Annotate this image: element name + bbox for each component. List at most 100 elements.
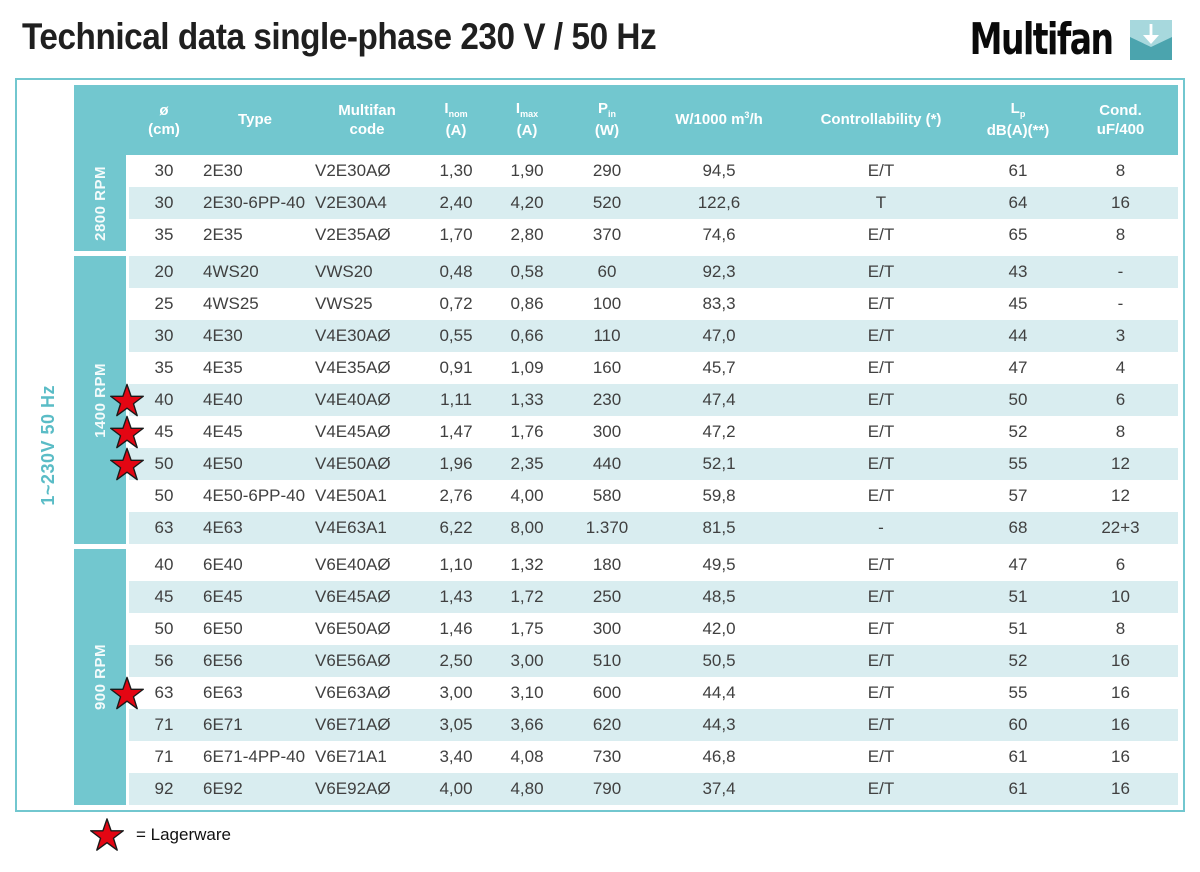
cell-airflow: 46,8: [702, 747, 736, 766]
table-row: 92 6E92 V6E92AØ 4,00 4,80 790 37,4 E/T 61 16: [129, 773, 1178, 805]
table-row: 63 6E63 V6E63AØ 3,00 3,10 600 44,4 E/T 55 16: [110, 676, 1178, 710]
voltage-side-label: 1~230V 50 Hz: [37, 384, 58, 506]
lagerware-star-icon: [110, 383, 144, 417]
table-row: 20 4WS20 VWS20 0,48 0,58 60 92,3 E/T 43 -: [129, 256, 1178, 288]
cell-p-in: 510: [592, 651, 622, 670]
cell-i-nom: 4,00: [439, 779, 473, 798]
column-header-airflow: W/1000 m3/h: [675, 110, 763, 129]
cell-type: 4E45: [203, 422, 243, 441]
cell-cond: 8: [1115, 161, 1126, 180]
cell-i-nom: 2,50: [439, 651, 473, 670]
cell-p-in: 100: [592, 294, 622, 313]
cell-i-nom: 6,22: [439, 518, 473, 537]
column-header-multifan-code: Multifan code: [338, 101, 396, 139]
cell-i-max: 4,80: [510, 779, 544, 798]
cell-cond: 6: [1115, 555, 1126, 574]
cell-i-nom: 2,76: [439, 486, 473, 505]
cell-i-nom: 0,72: [439, 294, 473, 313]
cell-diameter: 63: [154, 518, 174, 537]
cell-p-in: 620: [592, 715, 622, 734]
cell-p-in: 300: [592, 422, 622, 441]
cell-i-max: 1,90: [510, 161, 544, 180]
column-header-i-max: Imax (A): [515, 100, 539, 140]
cell-i-nom: 1,70: [439, 225, 473, 244]
cell-controllability: E/T: [867, 683, 895, 702]
table-row: 40 4E40 V4E40AØ 1,11 1,33 230 47,4 E/T 50 6: [110, 383, 1178, 417]
cell-diameter: 50: [154, 619, 174, 638]
cell-lp: 50: [1008, 390, 1028, 409]
cell-lp: 43: [1008, 262, 1028, 281]
cell-diameter: 40: [154, 555, 174, 574]
cell-multifan-code: VWS20: [315, 262, 373, 281]
cell-airflow: 47,2: [702, 422, 736, 441]
cell-multifan-code: V2E30A4: [315, 193, 387, 212]
cell-diameter: 50: [154, 454, 174, 473]
table-row: 45 4E45 V4E45AØ 1,47 1,76 300 47,2 E/T 52 8: [110, 415, 1178, 449]
cell-lp: 45: [1008, 294, 1028, 313]
cell-cond: -: [1117, 262, 1124, 281]
column-header-i-nom: Inom (A): [444, 100, 468, 140]
table-main: ø (cm) Type Multifan code Inom (A) Imax …: [74, 85, 1178, 805]
cell-controllability: E/T: [867, 454, 895, 473]
cell-lp: 61: [1008, 779, 1028, 798]
cell-type: 6E92: [203, 779, 243, 798]
cell-lp: 57: [1008, 486, 1028, 505]
table-row: 40 6E40 V6E40AØ 1,10 1,32 180 49,5 E/T 47 6: [129, 549, 1178, 581]
cell-controllability: E/T: [867, 422, 895, 441]
cell-controllability: E/T: [867, 326, 895, 345]
cell-controllability: E/T: [867, 161, 895, 180]
cell-cond: 16: [1111, 715, 1130, 734]
cell-i-max: 4,00: [510, 486, 544, 505]
cell-i-nom: 1,30: [439, 161, 473, 180]
cell-p-in: 1.370: [585, 518, 629, 537]
cell-i-max: 1,75: [510, 619, 544, 638]
cell-p-in: 250: [592, 587, 622, 606]
group-rows: 40 6E40 V6E40AØ 1,10 1,32 180 49,5 E/T 47 6 45 6E45…: [110, 549, 1178, 805]
cell-type: 6E40: [203, 555, 243, 574]
cell-airflow: 59,8: [702, 486, 736, 505]
cell-lp: 52: [1008, 422, 1028, 441]
cell-i-max: 0,86: [510, 294, 544, 313]
cell-controllability: E/T: [867, 358, 895, 377]
cell-multifan-code: V2E30AØ: [315, 161, 391, 180]
cell-controllability: E/T: [867, 715, 895, 734]
table-row: 25 4WS25 VWS25 0,72 0,86 100 83,3 E/T 45 -: [129, 288, 1178, 320]
cell-i-nom: 0,48: [439, 262, 473, 281]
cell-controllability: -: [878, 518, 884, 537]
cell-type: 4E63: [203, 518, 243, 537]
cell-lp: 44: [1008, 326, 1028, 345]
cell-cond: 12: [1111, 486, 1130, 505]
cell-i-nom: 0,55: [439, 326, 473, 345]
group-rows: 30 2E30 V2E30AØ 1,30 1,90 290 94,5 E/T 61 8 30 2E30…: [129, 155, 1178, 251]
cell-controllability: E/T: [867, 294, 895, 313]
cell-diameter: 71: [154, 747, 174, 766]
table-row: 50 4E50-6PP-40 V4E50A1 2,76 4,00 580 59,8 E/T 57…: [129, 480, 1178, 512]
cell-airflow: 94,5: [702, 161, 736, 180]
cell-type: 6E71-4PP-40: [203, 747, 306, 766]
lagerware-star-icon: [110, 676, 144, 710]
table-row: 56 6E56 V6E56AØ 2,50 3,00 510 50,5 E/T 52 16: [129, 645, 1178, 677]
cell-airflow: 74,6: [702, 225, 736, 244]
table-row: 35 2E35 V2E35AØ 1,70 2,80 370 74,6 E/T 65 8: [129, 219, 1178, 251]
header-spacer: [74, 85, 129, 155]
table-row: 50 4E50 V4E50AØ 1,96 2,35 440 52,1 E/T 55 12: [110, 447, 1178, 481]
cell-lp: 64: [1008, 193, 1028, 212]
cell-lp: 51: [1008, 619, 1028, 638]
cell-diameter: 56: [154, 651, 174, 670]
multifan-logo-text: Multifan: [969, 14, 1113, 65]
cell-airflow: 47,0: [702, 326, 736, 345]
cell-p-in: 110: [593, 326, 621, 345]
cell-i-max: 1,76: [510, 422, 544, 441]
cell-i-nom: 3,40: [439, 747, 473, 766]
cell-multifan-code: V6E71A1: [315, 747, 387, 766]
cell-i-max: 4,20: [510, 193, 544, 212]
cell-lp: 55: [1008, 454, 1028, 473]
cell-cond: 12: [1111, 454, 1130, 473]
cell-p-in: 290: [592, 161, 622, 180]
data-table-frame: 1~230V 50 Hz ø (cm) Type Multifan code I…: [15, 78, 1185, 812]
cell-multifan-code: V4E40AØ: [315, 390, 391, 409]
cell-airflow: 44,3: [702, 715, 736, 734]
lagerware-star-icon: [110, 447, 144, 481]
cell-p-in: 180: [592, 555, 622, 574]
cell-controllability: E/T: [867, 486, 895, 505]
